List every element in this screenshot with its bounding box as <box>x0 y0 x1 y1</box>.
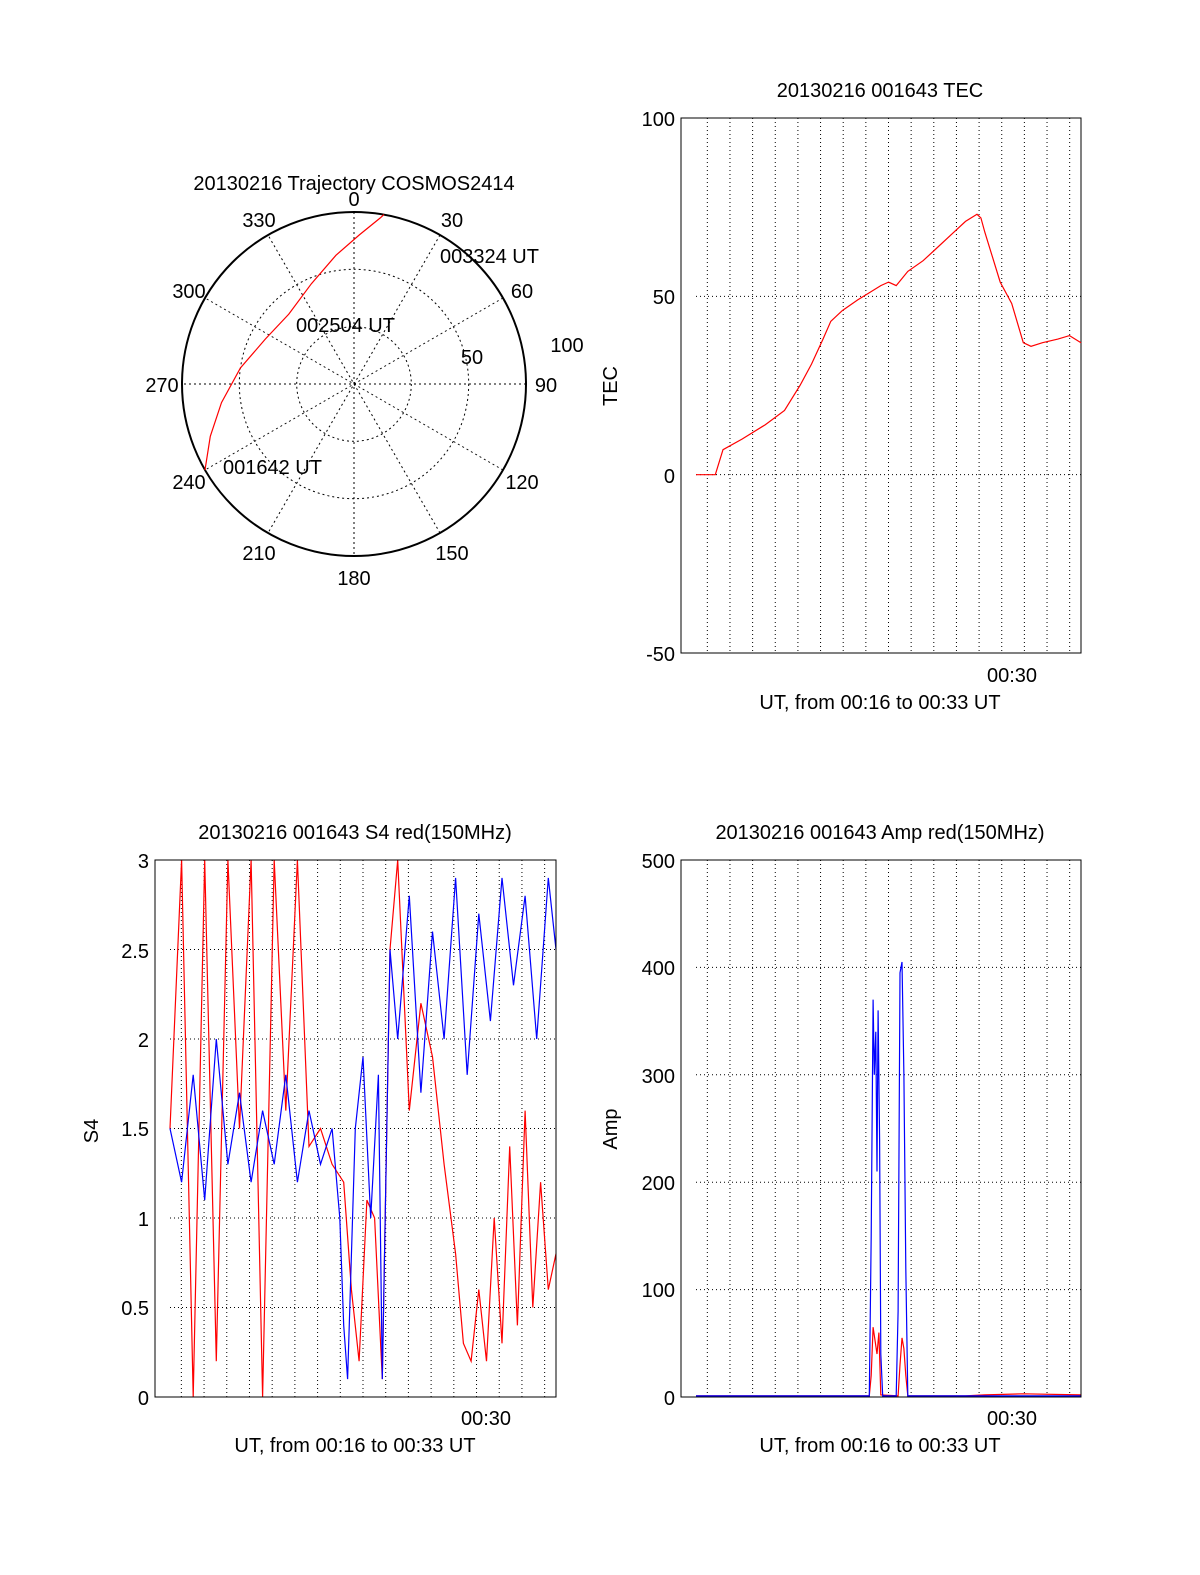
tec-series-line-0 <box>696 213 1082 476</box>
polar-ring-30 <box>296 326 412 442</box>
polar-grid <box>181 211 527 557</box>
azimuth-label-300: 300 <box>172 281 205 303</box>
polar-title: 20130216 Trajectory COSMOS2414 <box>193 173 514 195</box>
amp-xlabel: UT, from 00:16 to 00:33 UT <box>759 1435 1000 1457</box>
radial-label-100: 100 <box>550 335 583 357</box>
tec-ytick-minus50: -50 <box>646 644 675 666</box>
s4-ytick-1: 1 <box>138 1209 149 1231</box>
tec-series <box>696 213 1082 476</box>
tec-xtick-0030: 00:30 <box>987 665 1037 687</box>
radial-label-50: 50 <box>461 347 483 369</box>
s4-ytick-2.5: 2.5 <box>121 941 149 963</box>
polar-ring-60 <box>238 268 470 500</box>
azimuth-label-330: 330 <box>242 210 275 232</box>
time-label-end: 003324 UT <box>440 246 539 268</box>
amp-ytick-400: 400 <box>642 958 675 980</box>
azimuth-label-180: 180 <box>337 568 370 590</box>
amp-ytick-300: 300 <box>642 1066 675 1088</box>
polar-azimuth-labels: 0 30 60 90 120 150 180 210 240 270 300 3… <box>145 189 557 590</box>
s4-ytick-3: 3 <box>138 851 149 873</box>
polar-spoke-150 <box>267 234 441 534</box>
amp-panel: 20130216 001643 Amp red(150MHz) 500 400 … <box>600 822 1082 1457</box>
amp-xtick-0030: 00:30 <box>987 1408 1037 1430</box>
polar-spokes <box>182 212 526 556</box>
tec-ytick-50: 50 <box>653 287 675 309</box>
s4-title: 20130216 001643 S4 red(150MHz) <box>198 822 512 844</box>
azimuth-label-60: 60 <box>511 281 533 303</box>
azimuth-label-150: 150 <box>435 543 468 565</box>
s4-plot-frame <box>154 859 557 1398</box>
tec-title: 20130216 001643 TEC <box>777 80 983 102</box>
tec-ylabel: TEC <box>600 366 622 406</box>
s4-ytick-1.5: 1.5 <box>121 1119 149 1141</box>
tec-plot-frame <box>680 117 1082 654</box>
amp-ytick-200: 200 <box>642 1173 675 1195</box>
amp-title: 20130216 001643 Amp red(150MHz) <box>715 822 1044 844</box>
azimuth-label-0: 0 <box>348 189 359 211</box>
azimuth-label-270: 270 <box>145 375 178 397</box>
s4-ytick-0: 0 <box>138 1388 149 1410</box>
s4-panel: 20130216 001643 S4 red(150MHz) 3 2.5 2 1… <box>81 822 557 1457</box>
amp-ytick-500: 500 <box>642 851 675 873</box>
s4-ytick-0.5: 0.5 <box>121 1298 149 1320</box>
trajectory-line <box>204 214 385 471</box>
tec-xlabel: UT, from 00:16 to 00:33 UT <box>759 692 1000 714</box>
s4-xlabel: UT, from 00:16 to 00:33 UT <box>234 1435 475 1457</box>
time-label-mid: 002504 UT <box>296 315 395 337</box>
amp-series-line-1 <box>696 961 1081 1397</box>
azimuth-label-120: 120 <box>505 472 538 494</box>
tec-panel: 20130216 001643 TEC 100 50 0 -50 TEC 00:… <box>600 80 1082 714</box>
s4-grid <box>170 859 556 1398</box>
azimuth-label-210: 210 <box>242 543 275 565</box>
tec-ytick-0: 0 <box>664 466 675 488</box>
azimuth-label-90: 90 <box>535 375 557 397</box>
s4-series-line-1 <box>169 877 557 1380</box>
amp-series-line-0 <box>696 1327 1082 1397</box>
amp-ytick-100: 100 <box>642 1280 675 1302</box>
amp-series <box>696 961 1082 1397</box>
amp-grid <box>696 859 1081 1398</box>
polar-panel: 20130216 Trajectory COSMOS2414 0 30 60 9… <box>145 173 583 590</box>
s4-series <box>169 859 557 1398</box>
s4-ytick-2: 2 <box>138 1030 149 1052</box>
amp-plot-frame <box>680 859 1082 1398</box>
tec-grid <box>696 117 1081 654</box>
azimuth-label-240: 240 <box>172 472 205 494</box>
amp-ytick-0: 0 <box>664 1388 675 1410</box>
amp-ylabel: Amp <box>600 1108 622 1149</box>
tec-ytick-100: 100 <box>642 109 675 131</box>
s4-xtick-0030: 00:30 <box>461 1408 511 1430</box>
azimuth-label-30: 30 <box>441 210 463 232</box>
s4-ylabel: S4 <box>81 1119 103 1143</box>
time-label-start: 001642 UT <box>223 457 322 479</box>
